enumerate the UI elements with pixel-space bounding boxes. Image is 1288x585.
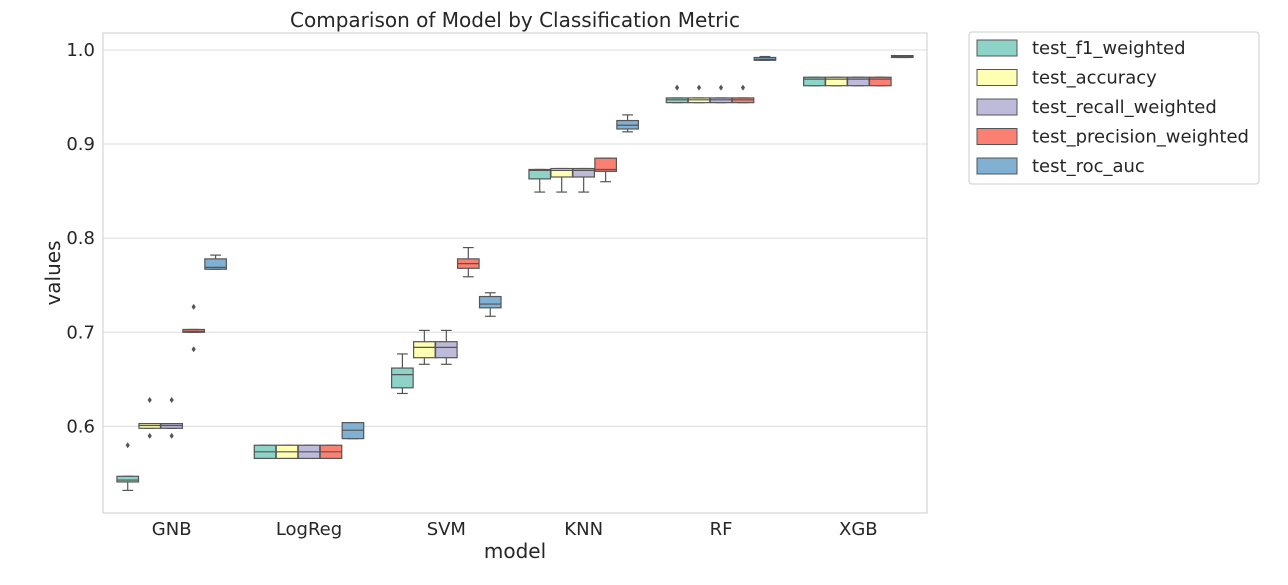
box-test_roc_auc-LogReg <box>341 422 365 440</box>
legend-swatch <box>976 98 1018 116</box>
box-test_recall_weighted-KNN <box>572 167 596 193</box>
grid-lines <box>103 49 927 427</box>
legend-swatch <box>976 39 1018 57</box>
box-test_f1_weighted-XGB <box>803 76 826 87</box>
box-test_precision_weighted-KNN <box>594 157 618 183</box>
x-tick-label: GNB <box>152 519 192 540</box>
chart-title: Comparison of Model by Classification Me… <box>290 8 740 32</box>
outlier-point <box>674 84 680 91</box>
box-body <box>572 167 596 178</box>
outlier-point <box>125 442 130 449</box>
outlier-point <box>169 397 174 404</box>
y-tick-label: 0.6 <box>66 416 95 437</box>
box-body <box>434 341 458 359</box>
outlier-point <box>696 84 702 91</box>
legend-swatch <box>976 69 1018 86</box>
outlier-point <box>191 303 196 310</box>
box-body <box>116 475 140 483</box>
box-test_roc_auc-KNN <box>616 114 639 133</box>
outlier-point <box>169 432 174 439</box>
y-tick-label: 0.7 <box>66 322 95 343</box>
box-test_roc_auc-XGB <box>890 54 914 59</box>
x-tick-label: RF <box>710 519 733 540</box>
box-test_accuracy-SVM <box>412 329 436 365</box>
y-axis-label: values <box>41 240 65 305</box>
box-test_precision_weighted-LogReg <box>319 444 343 460</box>
box-test_recall_weighted-LogReg <box>297 444 321 460</box>
boxes <box>116 54 914 492</box>
box-test_f1_weighted-SVM <box>391 353 414 395</box>
box-test_accuracy-XGB <box>824 76 848 87</box>
legend-label: test_f1_weighted <box>1032 38 1186 59</box>
legend-item: test_precision_weighted <box>976 127 1249 148</box>
legend-item: test_f1_weighted <box>976 38 1186 59</box>
box-body <box>204 258 227 270</box>
box-body <box>550 167 574 178</box>
box-body <box>391 367 414 389</box>
legend-swatch <box>976 157 1018 175</box>
x-tick-label: LogReg <box>276 519 342 540</box>
box-test_precision_weighted-GNB <box>182 303 206 353</box>
x-tick-label: KNN <box>564 519 603 540</box>
box-test_recall_weighted-XGB <box>846 76 870 87</box>
box-body <box>868 76 892 87</box>
x-tick-label: XGB <box>839 519 878 540</box>
legend-item: test_recall_weighted <box>976 97 1217 118</box>
box-body <box>824 76 848 87</box>
y-tick-labels: 0.6 0.7 0.8 0.9 1.0 <box>66 40 95 437</box>
legend-swatch <box>976 128 1018 145</box>
legend-item: test_accuracy <box>976 68 1157 89</box>
y-tick-label: 1.0 <box>66 40 95 61</box>
x-tick-labels: GNB LogReg SVM KNN RF XGB <box>152 519 878 540</box>
x-tick-label: SVM <box>427 519 466 540</box>
box-test_accuracy-RF <box>687 84 711 104</box>
box-body <box>803 76 826 87</box>
box-test_f1_weighted-LogReg <box>253 444 277 460</box>
legend-item: test_roc_auc <box>976 156 1145 177</box>
box-test_accuracy-LogReg <box>275 444 299 460</box>
plot-area-frame <box>102 32 928 514</box>
box-body <box>412 341 436 359</box>
y-tick-label: 0.8 <box>66 228 95 249</box>
legend-frame <box>968 31 1260 185</box>
box-test_accuracy-GNB <box>138 397 162 439</box>
box-test_recall_weighted-SVM <box>434 329 458 365</box>
outlier-point <box>147 432 152 439</box>
box-test_recall_weighted-GNB <box>160 397 184 439</box>
outlier-point <box>191 346 196 353</box>
outlier-point <box>740 84 746 91</box>
legend-label: test_recall_weighted <box>1032 97 1217 118</box>
outlier-point <box>718 84 724 91</box>
legend-label: test_accuracy <box>1032 68 1157 89</box>
box-test_f1_weighted-RF <box>665 84 689 104</box>
outlier-point <box>147 397 152 404</box>
box-body <box>478 295 502 309</box>
box-test_precision_weighted-RF <box>731 84 755 104</box>
box-body <box>594 157 618 172</box>
box-test_recall_weighted-RF <box>709 84 733 104</box>
box-test_accuracy-KNN <box>550 167 574 193</box>
box-test_f1_weighted-GNB <box>116 442 140 492</box>
box-test_roc_auc-RF <box>753 55 777 61</box>
box-test_precision_weighted-XGB <box>868 76 892 87</box>
box-test_roc_auc-SVM <box>478 292 502 317</box>
legend-label: test_roc_auc <box>1032 156 1145 177</box>
x-axis-label: model <box>484 539 546 563</box>
box-test_roc_auc-GNB <box>204 254 227 270</box>
box-body <box>846 76 870 87</box>
box-test_f1_weighted-KNN <box>528 168 552 193</box>
legend-label: test_precision_weighted <box>1032 127 1249 148</box>
legend: test_f1_weighted test_accuracy test_recall… <box>968 31 1260 185</box>
y-tick-label: 0.9 <box>66 134 95 155</box>
legend-items: test_f1_weighted test_accuracy test_recall… <box>976 38 1249 177</box>
box-test_precision_weighted-SVM <box>456 246 480 278</box>
